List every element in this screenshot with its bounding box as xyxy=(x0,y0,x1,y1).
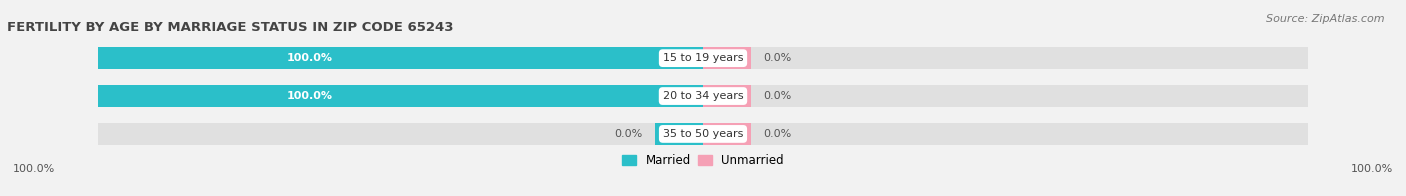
Bar xyxy=(703,85,1308,107)
Text: 0.0%: 0.0% xyxy=(763,91,792,101)
Text: 100.0%: 100.0% xyxy=(287,53,333,63)
Bar xyxy=(655,123,703,145)
Text: 100.0%: 100.0% xyxy=(13,164,55,174)
Bar xyxy=(98,85,703,107)
Text: 100.0%: 100.0% xyxy=(287,91,333,101)
Text: 0.0%: 0.0% xyxy=(763,53,792,63)
Bar xyxy=(98,47,703,69)
Bar xyxy=(703,123,1308,145)
Bar xyxy=(98,47,703,69)
Text: 20 to 34 years: 20 to 34 years xyxy=(662,91,744,101)
Text: FERTILITY BY AGE BY MARRIAGE STATUS IN ZIP CODE 65243: FERTILITY BY AGE BY MARRIAGE STATUS IN Z… xyxy=(7,21,454,34)
Bar xyxy=(703,85,751,107)
Bar xyxy=(703,47,751,69)
Text: 0.0%: 0.0% xyxy=(763,129,792,139)
Bar xyxy=(703,123,751,145)
Text: Source: ZipAtlas.com: Source: ZipAtlas.com xyxy=(1267,14,1385,24)
Bar xyxy=(98,123,703,145)
Bar xyxy=(98,85,703,107)
Text: 100.0%: 100.0% xyxy=(1351,164,1393,174)
Text: 15 to 19 years: 15 to 19 years xyxy=(662,53,744,63)
Bar xyxy=(703,47,1308,69)
Legend: Married, Unmarried: Married, Unmarried xyxy=(617,150,789,172)
Text: 0.0%: 0.0% xyxy=(614,129,643,139)
Text: 35 to 50 years: 35 to 50 years xyxy=(662,129,744,139)
